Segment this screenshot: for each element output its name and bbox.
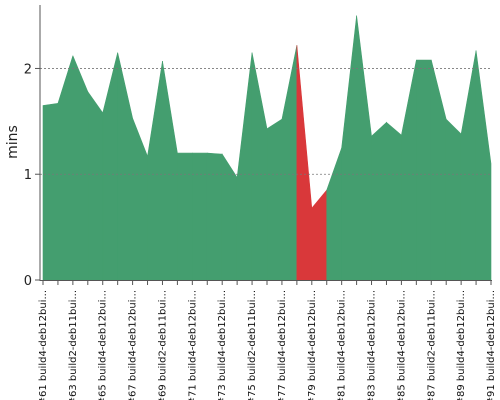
x-tick-label: #67 build4-deb12bui... bbox=[128, 290, 139, 400]
build-duration-segment bbox=[147, 61, 163, 281]
build-duration-segment bbox=[266, 118, 283, 281]
failed-build-segment bbox=[296, 45, 313, 281]
build-duration-segment bbox=[460, 50, 477, 281]
failed-build-segment bbox=[311, 189, 328, 281]
build-duration-segment bbox=[326, 147, 342, 281]
build-duration-segment bbox=[386, 121, 402, 281]
build-duration-segment bbox=[57, 55, 74, 281]
build-duration-segment bbox=[475, 50, 492, 281]
build-duration-segment bbox=[132, 118, 148, 281]
x-tick-label: #85 build4-deb12bui... bbox=[396, 290, 407, 400]
x-tick-label: #81 build4-deb12bui... bbox=[337, 290, 348, 400]
area-layer bbox=[42, 15, 492, 281]
build-duration-segment bbox=[356, 15, 372, 281]
y-tick-label: 1 bbox=[24, 168, 32, 183]
build-duration-segment bbox=[416, 59, 432, 281]
build-duration-segment bbox=[102, 52, 118, 281]
x-tick-label: #75 build2-deb11bui... bbox=[247, 290, 258, 400]
axes-layer bbox=[39, 5, 492, 281]
build-duration-segment bbox=[72, 55, 89, 281]
build-duration-segment bbox=[371, 121, 387, 281]
x-tick-label: #89 build4-deb12bui... bbox=[456, 290, 467, 400]
x-tick-label: #79 build4-deb12bui... bbox=[307, 290, 318, 400]
y-axis-title: mins bbox=[5, 125, 21, 159]
x-tick-label: #91 build4-deb12bui... bbox=[486, 290, 497, 400]
build-duration-segment bbox=[87, 90, 104, 281]
build-duration-segment bbox=[430, 59, 447, 281]
x-tick-label: #71 build4-deb12bui... bbox=[187, 290, 198, 400]
build-duration-segment bbox=[251, 52, 268, 281]
y-tick-label: 2 bbox=[24, 62, 32, 77]
build-duration-segment bbox=[192, 152, 208, 281]
y-tick-label: 0 bbox=[24, 274, 32, 289]
build-duration-segment bbox=[42, 103, 59, 281]
y-ticks: 0 1 2 bbox=[24, 62, 40, 289]
build-duration-segment bbox=[341, 15, 357, 281]
x-tick-label: #65 build4-deb12bui... bbox=[98, 290, 109, 400]
x-tick-label: #63 build2-deb11bui... bbox=[68, 290, 79, 400]
x-tick-label: #83 build4-deb12bui... bbox=[367, 290, 378, 400]
grid-layer bbox=[40, 68, 492, 175]
build-duration-segment bbox=[401, 59, 417, 281]
x-ticks: #61 build4-deb12bui... #63 build2-deb11bu… bbox=[38, 281, 497, 400]
x-tick-label: #61 build4-deb12bui... bbox=[38, 290, 49, 400]
x-tick-label: #77 build4-deb12bui... bbox=[277, 290, 288, 400]
build-duration-segment bbox=[162, 61, 178, 281]
build-duration-segment bbox=[281, 45, 298, 281]
build-duration-segment bbox=[236, 52, 253, 281]
build-duration-segment bbox=[206, 152, 223, 281]
build-duration-segment bbox=[445, 118, 462, 281]
x-tick-label: #87 build2-deb11bui... bbox=[426, 290, 437, 400]
build-duration-segment bbox=[117, 52, 133, 281]
build-duration-segment bbox=[221, 153, 238, 281]
x-tick-label: #73 build4-deb12bui... bbox=[217, 290, 228, 400]
build-duration-segment bbox=[177, 152, 193, 281]
x-tick-label: #69 build2-deb11bui... bbox=[157, 290, 168, 400]
